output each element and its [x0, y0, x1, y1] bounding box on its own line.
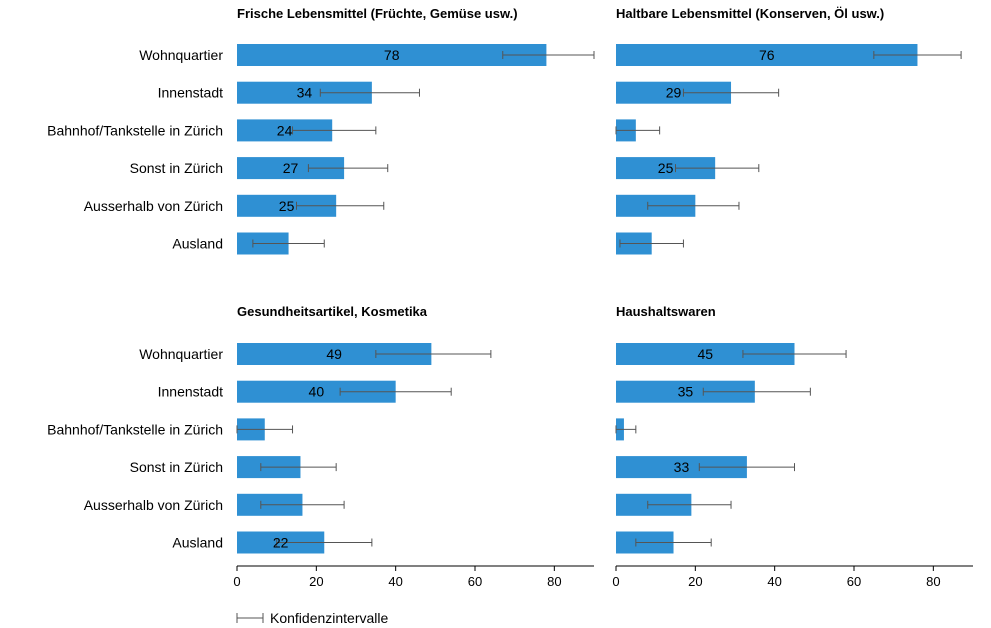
bar: [237, 380, 396, 403]
category-label: Ausserhalb von Zürich: [84, 497, 223, 513]
confidence-interval-icon: [236, 613, 264, 623]
category-label: Ausland: [172, 236, 223, 252]
legend: Konfidenzintervalle: [236, 608, 388, 628]
bar-value-label: 76: [759, 47, 775, 63]
panel-title: Gesundheitsartikel, Kosmetika: [237, 304, 428, 319]
bar-value-label: 45: [697, 346, 713, 362]
category-label: Innenstadt: [158, 384, 223, 400]
bar: [616, 380, 755, 403]
panel-title: Haushaltswaren: [616, 304, 716, 319]
x-tick-label: 80: [926, 574, 940, 589]
bar-value-label: 78: [384, 47, 400, 63]
bar-value-label: 27: [283, 160, 299, 176]
bar: [237, 44, 547, 66]
x-tick-label: 40: [388, 574, 402, 589]
bar: [237, 119, 333, 142]
bar-value-label: 40: [309, 384, 325, 400]
category-label: Bahnhof/Tankstelle in Zürich: [47, 122, 223, 138]
category-label: Sonst in Zürich: [130, 459, 223, 475]
legend-label: Konfidenzintervalle: [270, 610, 389, 626]
x-tick-label: 20: [688, 574, 702, 589]
bar: [616, 343, 795, 365]
x-tick-label: 20: [309, 574, 323, 589]
bar-value-label: 35: [678, 384, 694, 400]
category-label: Innenstadt: [158, 85, 223, 101]
x-tick-label: 0: [612, 574, 619, 589]
bar: [616, 44, 918, 66]
bar-value-label: 29: [666, 85, 682, 101]
x-tick-label: 0: [233, 574, 240, 589]
bar: [237, 343, 432, 365]
bar: [616, 157, 716, 180]
category-label: Ausserhalb von Zürich: [84, 198, 223, 214]
category-label: Bahnhof/Tankstelle in Zürich: [47, 421, 223, 437]
bar: [616, 81, 732, 104]
x-tick-label: 80: [547, 574, 561, 589]
bar-value-label: 34: [297, 85, 313, 101]
bar-value-label: 49: [326, 346, 342, 362]
category-label: Ausland: [172, 535, 223, 551]
bar: [616, 456, 747, 479]
bar-value-label: 33: [674, 459, 690, 475]
bar-value-label: 22: [273, 535, 289, 551]
bar: [237, 157, 345, 180]
bar-value-label: 25: [658, 160, 674, 176]
category-label: Sonst in Zürich: [130, 160, 223, 176]
panel-title: Frische Lebensmittel (Früchte, Gemüse us…: [237, 6, 518, 21]
panel-title: Haltbare Lebensmittel (Konserven, Öl usw…: [616, 6, 884, 21]
x-tick-label: 40: [767, 574, 781, 589]
category-label: Wohnquartier: [139, 346, 223, 362]
bar: [237, 194, 337, 217]
x-tick-label: 60: [468, 574, 482, 589]
category-label: Wohnquartier: [139, 47, 223, 63]
bar: [237, 81, 372, 104]
x-tick-label: 60: [847, 574, 861, 589]
bar-value-label: 24: [277, 122, 293, 138]
bar-value-label: 25: [279, 198, 295, 214]
